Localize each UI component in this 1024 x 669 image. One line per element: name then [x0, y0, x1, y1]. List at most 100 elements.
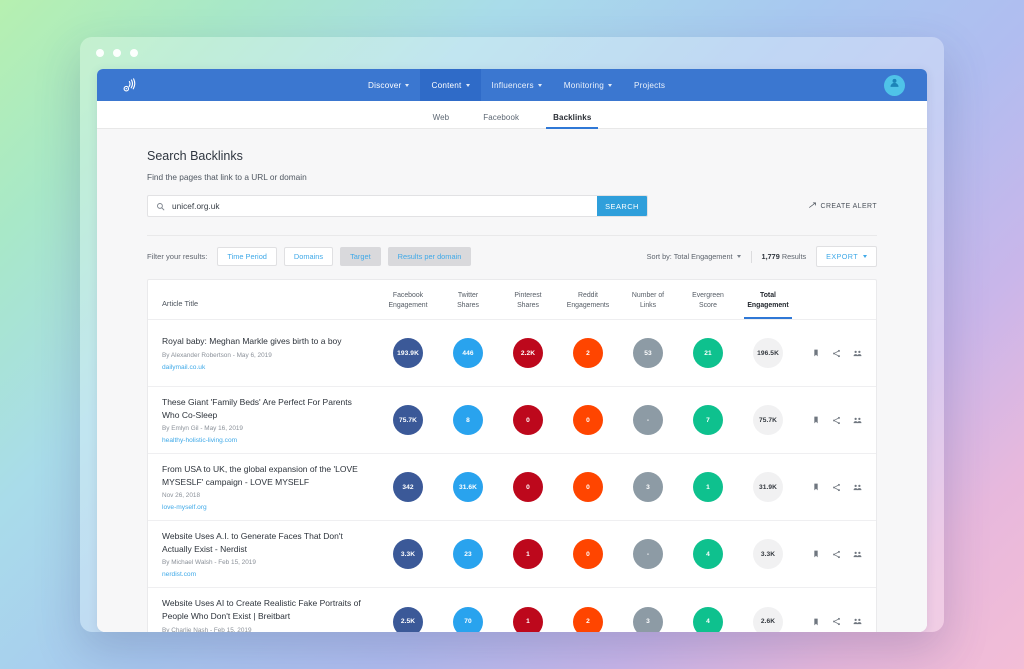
nav-items: Discover Content Influencers Monitoring … — [357, 69, 676, 101]
cell-reddit-engagements: 2 — [558, 606, 618, 632]
share-icon[interactable] — [832, 416, 841, 425]
nav-item-monitoring[interactable]: Monitoring — [553, 69, 623, 101]
share-icon[interactable] — [832, 617, 841, 626]
column-header-article-title[interactable]: Article Title — [162, 299, 199, 308]
column-header-total-engagement[interactable]: Total Engagement — [738, 291, 798, 319]
bookmark-icon[interactable] — [812, 483, 820, 491]
column-header-twitter-shares[interactable]: Twitter Shares — [438, 291, 498, 319]
metric-bubble-reddit: 0 — [573, 405, 603, 435]
cell-twitter-shares: 23 — [438, 539, 498, 569]
metric-bubble-facebook: 2.5K — [393, 606, 423, 632]
column-header-line2: Links — [639, 302, 657, 309]
sort-by-dropdown[interactable]: Sort by: Total Engagement — [647, 252, 741, 261]
filter-chip-time-period[interactable]: Time Period — [217, 247, 277, 266]
cell-row-actions — [798, 483, 876, 492]
column-header-reddit-engagements[interactable]: Reddit Engagements — [558, 291, 618, 319]
cell-evergreen-score: 1 — [678, 472, 738, 502]
table-row[interactable]: From USA to UK, the global expansion of … — [148, 454, 876, 521]
browser-window: Discover Content Influencers Monitoring … — [80, 37, 944, 632]
brand-logo[interactable] — [97, 69, 161, 101]
article-domain-link[interactable]: love-myself.org — [162, 504, 207, 512]
search-input[interactable] — [172, 196, 597, 216]
metric-bubble-links: 3 — [633, 472, 663, 502]
sub-tabs: Web Facebook Backlinks — [97, 101, 927, 129]
article-domain-link[interactable]: nerdist.com — [162, 571, 197, 579]
search-icon — [148, 196, 172, 216]
window-close-dot[interactable] — [96, 49, 104, 57]
window-titlebar — [80, 37, 944, 69]
cell-row-actions — [798, 550, 876, 559]
cell-pinterest-shares: 1 — [498, 539, 558, 569]
window-minimize-dot[interactable] — [113, 49, 121, 57]
article-domain-link[interactable]: dailymail.co.uk — [162, 363, 206, 371]
browser-viewport: Discover Content Influencers Monitoring … — [97, 69, 927, 632]
influencers-icon[interactable] — [853, 550, 862, 559]
cell-reddit-engagements: 0 — [558, 405, 618, 435]
bookmark-icon[interactable] — [812, 349, 820, 357]
column-header-pinterest-shares[interactable]: Pinterest Shares — [498, 291, 558, 319]
filter-chip-domains[interactable]: Domains — [283, 247, 334, 266]
influencers-icon[interactable] — [853, 617, 862, 626]
share-icon[interactable] — [832, 349, 841, 358]
export-button[interactable]: EXPORT — [816, 246, 877, 267]
nav-item-influencers[interactable]: Influencers — [481, 69, 553, 101]
window-maximize-dot[interactable] — [130, 49, 138, 57]
tab-web[interactable]: Web — [433, 113, 450, 128]
cell-facebook-engagement: 3.3K — [378, 539, 438, 569]
table-row[interactable]: Royal baby: Meghan Markle gives birth to… — [148, 320, 876, 387]
avatar[interactable] — [884, 74, 905, 96]
column-header-line2: Engagement — [747, 302, 789, 309]
cell-twitter-shares: 8 — [438, 405, 498, 435]
nav-item-projects[interactable]: Projects — [623, 69, 676, 101]
filter-chip-results-per-domain[interactable]: Results per domain — [387, 247, 472, 266]
cell-facebook-engagement: 193.9K — [378, 338, 438, 368]
column-header-facebook-engagement[interactable]: Facebook Engagement — [378, 291, 438, 319]
metric-bubble-total: 3.3K — [753, 539, 783, 569]
bookmark-icon[interactable] — [812, 618, 820, 626]
tab-backlinks[interactable]: Backlinks — [546, 113, 599, 129]
page-content: Search Backlinks Find the pages that lin… — [97, 129, 927, 632]
results-count: 1,779 Results — [762, 252, 807, 261]
buzzsumo-signal-icon — [121, 77, 138, 94]
table-row[interactable]: Website Uses A.I. to Generate Faces That… — [148, 521, 876, 588]
influencers-icon[interactable] — [853, 416, 862, 425]
article-meta: By Michael Walsh - Feb 15, 2019 — [162, 559, 256, 567]
metric-bubble-links: 3 — [633, 606, 663, 632]
search-button[interactable]: SEARCH — [597, 196, 647, 216]
metric-bubble-facebook: 3.3K — [393, 539, 423, 569]
share-icon[interactable] — [832, 550, 841, 559]
nav-item-discover[interactable]: Discover — [357, 69, 420, 101]
column-header-evergreen-score[interactable]: Evergreen Score — [678, 291, 738, 319]
metric-bubble-twitter: 8 — [453, 405, 483, 435]
article-title[interactable]: Royal baby: Meghan Markle gives birth to… — [162, 336, 342, 347]
cell-twitter-shares: 31.6K — [438, 472, 498, 502]
article-title[interactable]: Website Uses A.I. to Generate Faces That… — [162, 530, 343, 554]
metric-bubble-pinterest: 0 — [513, 472, 543, 502]
article-title[interactable]: These Giant 'Family Beds' Are Perfect Fo… — [162, 396, 352, 420]
chevron-down-icon — [465, 84, 470, 87]
article-title[interactable]: From USA to UK, the global expansion of … — [162, 463, 358, 487]
cell-row-actions — [798, 617, 876, 626]
share-icon[interactable] — [832, 483, 841, 492]
create-alert-button[interactable]: CREATE ALERT — [808, 201, 877, 212]
article-title[interactable]: Website Uses AI to Create Realistic Fake… — [162, 598, 361, 621]
cell-total-engagement: 196.5K — [738, 338, 798, 368]
article-meta: By Emlyn Gil - May 16, 2019 — [162, 425, 243, 433]
column-header-number-of-links[interactable]: Number of Links — [618, 291, 678, 319]
results-count-number: 1,779 — [761, 252, 780, 261]
bookmark-icon[interactable] — [812, 550, 820, 558]
search-box: SEARCH — [147, 195, 648, 217]
page-subtitle: Find the pages that link to a URL or dom… — [147, 172, 307, 182]
filter-chip-target[interactable]: Target — [340, 247, 381, 266]
nav-item-content[interactable]: Content — [420, 69, 481, 101]
tab-facebook[interactable]: Facebook — [483, 113, 519, 128]
cell-article: From USA to UK, the global expansion of … — [162, 463, 378, 512]
influencers-icon[interactable] — [853, 349, 862, 358]
filters-divider — [147, 235, 877, 236]
table-row[interactable]: Website Uses AI to Create Realistic Fake… — [148, 588, 876, 632]
bookmark-icon[interactable] — [812, 416, 820, 424]
influencers-icon[interactable] — [853, 483, 862, 492]
metric-bubble-facebook: 342 — [393, 472, 423, 502]
table-row[interactable]: These Giant 'Family Beds' Are Perfect Fo… — [148, 387, 876, 454]
article-domain-link[interactable]: healthy-holistic-living.com — [162, 437, 238, 445]
